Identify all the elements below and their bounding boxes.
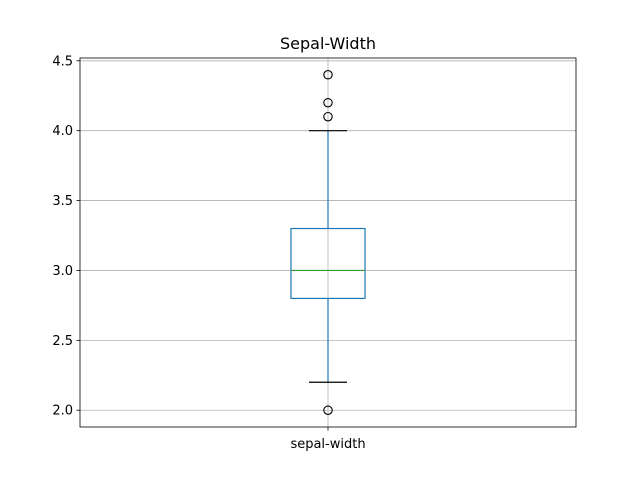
y-tick-label: 4.5 <box>52 54 73 69</box>
iqr-box <box>290 227 366 300</box>
y-tick-label: 3.0 <box>52 264 73 279</box>
box-layer <box>290 70 366 415</box>
outlier-point <box>323 405 333 415</box>
chart-title: Sepal-Width <box>280 34 376 53</box>
outlier-point <box>323 97 333 108</box>
y-tick-label: 3.5 <box>52 194 73 209</box>
y-tick-label: 4.0 <box>52 124 73 139</box>
outlier-point <box>323 111 333 122</box>
axes-layer: 2.0 2.5 3.0 3.5 4.0 4.5 sepal-width <box>52 54 577 452</box>
x-tick-label: sepal-width <box>290 437 365 452</box>
axes-frame <box>79 57 577 428</box>
y-tick-label: 2.5 <box>52 334 73 349</box>
y-tick-label: 2.0 <box>52 404 73 419</box>
box-group <box>290 70 366 415</box>
outlier-point <box>323 70 333 80</box>
